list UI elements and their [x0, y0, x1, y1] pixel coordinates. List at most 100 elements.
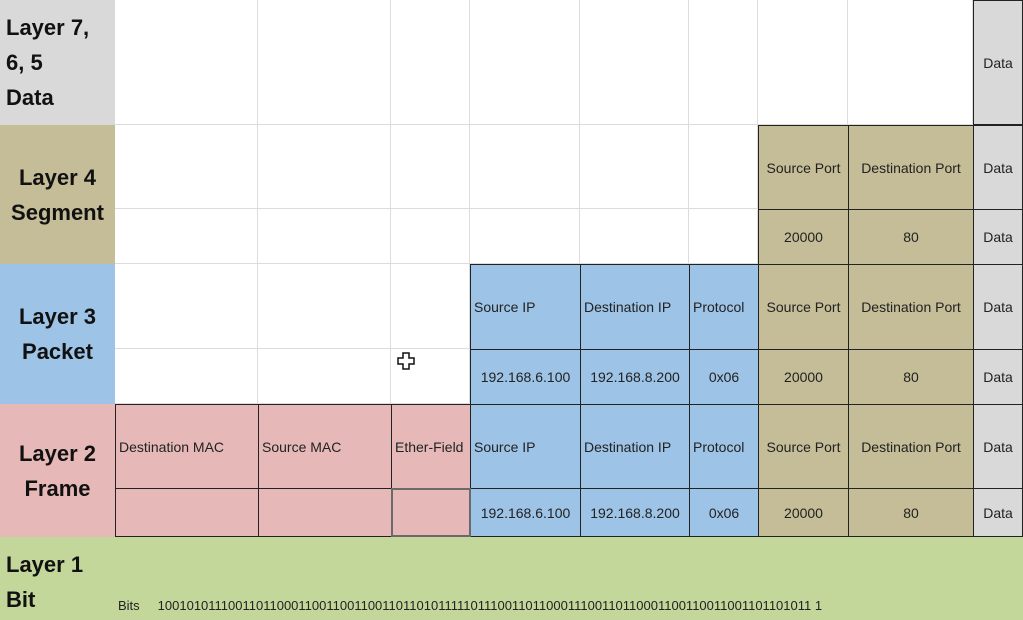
data-cell-l3-value[interactable]: Data	[973, 349, 1023, 405]
empty-cell[interactable]	[580, 125, 689, 209]
selected-cell-outline	[391, 488, 471, 537]
cell-text: 20000	[784, 229, 823, 245]
layer-2-pdu: Frame	[24, 475, 91, 501]
empty-cell[interactable]	[758, 0, 848, 125]
l3-destination-ip-value[interactable]: 192.168.8.200	[580, 349, 690, 405]
empty-cell[interactable]	[115, 125, 258, 209]
cell-text: Source IP	[474, 299, 536, 315]
cell-text: 0x06	[708, 504, 740, 521]
l3-source-port-value[interactable]: 20000	[758, 349, 849, 405]
l3-destination-port-value[interactable]: 80	[848, 349, 974, 405]
layer-4-pdu: Segment	[11, 199, 104, 225]
cell-text: 192.168.8.200	[590, 369, 680, 385]
bits-line: Bits 100101011100110110001100110011001101…	[118, 598, 822, 613]
empty-cell[interactable]	[848, 0, 973, 125]
l2-destination-ip-label[interactable]: Destination IP	[580, 404, 690, 489]
l2-protocol-value[interactable]: 0x06	[689, 488, 759, 537]
l2-ether-field-label[interactable]: Ether-Field	[391, 404, 471, 489]
data-cell-l4-header[interactable]: Data	[973, 125, 1023, 210]
data-cell-l2-value[interactable]: Data	[973, 488, 1023, 537]
layer-3-header[interactable]: Layer 3 Packet	[0, 264, 115, 404]
empty-cell[interactable]	[391, 0, 470, 125]
empty-cell[interactable]	[258, 0, 391, 125]
data-cell-text: Data	[983, 438, 1013, 455]
data-cell-text: Data	[983, 369, 1013, 385]
empty-cell[interactable]	[470, 209, 580, 264]
data-cell-l2-header[interactable]: Data	[973, 404, 1023, 489]
l2-destination-ip-value[interactable]: 192.168.8.200	[580, 488, 690, 537]
data-cell-l4-value[interactable]: Data	[973, 209, 1023, 265]
l2-destination-mac-value[interactable]	[115, 488, 259, 537]
l2-destination-port-value[interactable]: 80	[848, 488, 974, 537]
l2-destination-port-label[interactable]: Destination Port	[848, 404, 974, 489]
empty-cell[interactable]	[689, 209, 758, 264]
l2-protocol-label[interactable]: Protocol	[689, 404, 759, 489]
cell-text: Destination IP	[584, 438, 672, 455]
empty-cell[interactable]	[115, 209, 258, 264]
l2-ether-field-value[interactable]	[391, 488, 471, 537]
empty-cell[interactable]	[258, 264, 391, 349]
layer-1-pdu: Bit	[6, 587, 36, 612]
empty-cell[interactable]	[115, 264, 258, 349]
cell-text: 192.168.8.200	[590, 504, 680, 521]
l1-bits-row[interactable]	[115, 537, 1023, 620]
cross-cursor-icon	[397, 352, 415, 370]
empty-cell[interactable]	[258, 125, 391, 209]
layer-1-header[interactable]: Layer 1 Bit	[0, 537, 115, 620]
l3-source-port-label[interactable]: Source Port	[758, 264, 849, 350]
data-cell-text: Data	[983, 299, 1013, 315]
data-cell-l7[interactable]: Data	[973, 0, 1023, 125]
l3-source-ip-value[interactable]: 192.168.6.100	[470, 349, 581, 405]
layer-3-title: Layer 3	[18, 304, 97, 329]
empty-cell[interactable]	[115, 0, 258, 125]
l4-destination-port-value[interactable]: 80	[848, 209, 974, 265]
cell-text: Source Port	[766, 438, 841, 455]
l3-destination-port-label[interactable]: Destination Port	[848, 264, 974, 350]
cell-text: Source Port	[766, 299, 841, 315]
l2-source-mac-value[interactable]	[258, 488, 392, 537]
l4-destination-port-label[interactable]: Destination Port	[848, 125, 974, 210]
layer-4-header[interactable]: Layer 4 Segment	[0, 125, 115, 264]
empty-cell[interactable]	[470, 0, 580, 125]
data-cell-l3-header[interactable]: Data	[973, 264, 1023, 350]
l3-protocol-value[interactable]: 0x06	[689, 349, 759, 405]
cell-text: 20000	[784, 369, 823, 385]
cell-text: 20000	[784, 504, 823, 521]
layer-7-header[interactable]: Layer 7, 6, 5 Data	[0, 0, 115, 125]
empty-cell[interactable]	[391, 209, 470, 264]
layer-2-header[interactable]: Layer 2 Frame	[0, 404, 115, 537]
data-cell-text: Data	[983, 54, 1013, 71]
l2-source-port-value[interactable]: 20000	[758, 488, 849, 537]
l3-source-ip-label[interactable]: Source IP	[470, 264, 581, 350]
cell-text: 0x06	[708, 369, 740, 385]
cell-text: Destination Port	[861, 438, 961, 455]
layer-4-title: Layer 4	[18, 164, 97, 190]
empty-cell[interactable]	[470, 125, 580, 209]
l2-source-mac-label[interactable]: Source MAC	[258, 404, 392, 489]
l2-source-port-label[interactable]: Source Port	[758, 404, 849, 489]
cell-text: Destination Port	[861, 299, 961, 315]
l2-source-ip-value[interactable]: 192.168.6.100	[470, 488, 581, 537]
layer-1-title: Layer 1	[6, 552, 84, 577]
empty-cell[interactable]	[258, 349, 391, 404]
empty-cell[interactable]	[115, 349, 258, 404]
bits-value: 1001010111001101100011001100110011011010…	[157, 598, 823, 613]
l3-protocol-label[interactable]: Protocol	[689, 264, 759, 350]
empty-cell[interactable]	[391, 125, 470, 209]
empty-cell[interactable]	[258, 209, 391, 264]
data-cell-text: Data	[983, 229, 1013, 245]
l2-destination-mac-label[interactable]: Destination MAC	[115, 404, 259, 489]
cell-text: 80	[903, 369, 919, 385]
empty-cell[interactable]	[580, 209, 689, 264]
empty-cell[interactable]	[391, 264, 470, 349]
empty-cell[interactable]	[580, 0, 689, 125]
cell-text: Source MAC	[262, 438, 342, 455]
l4-source-port-label[interactable]: Source Port	[758, 125, 849, 210]
empty-cell[interactable]	[689, 125, 758, 209]
empty-cell[interactable]	[689, 0, 758, 125]
l2-source-ip-label[interactable]: Source IP	[470, 404, 581, 489]
cell-text: Protocol	[693, 438, 745, 455]
l4-source-port-value[interactable]: 20000	[758, 209, 849, 265]
data-cell-text: Data	[983, 504, 1013, 521]
l3-destination-ip-label[interactable]: Destination IP	[580, 264, 690, 350]
